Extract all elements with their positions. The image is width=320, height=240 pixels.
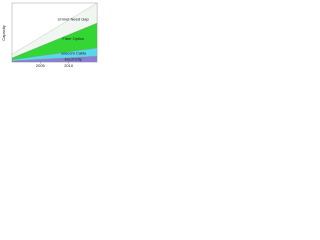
- series-label: Electricity: [65, 56, 82, 61]
- series-label: Telecom Cable: [60, 50, 87, 55]
- page: {"chart_data": {"type": "stacked-area", …: [0, 0, 100, 71]
- x-tick-label: 2010: [64, 63, 74, 68]
- series-label: Fiber Optics: [62, 36, 84, 41]
- x-tick-label: 2005: [36, 63, 46, 68]
- series-label: Unmet Need Gap: [58, 17, 90, 22]
- area: [11, 2, 98, 59]
- y-axis-label: Capacity: [1, 25, 6, 41]
